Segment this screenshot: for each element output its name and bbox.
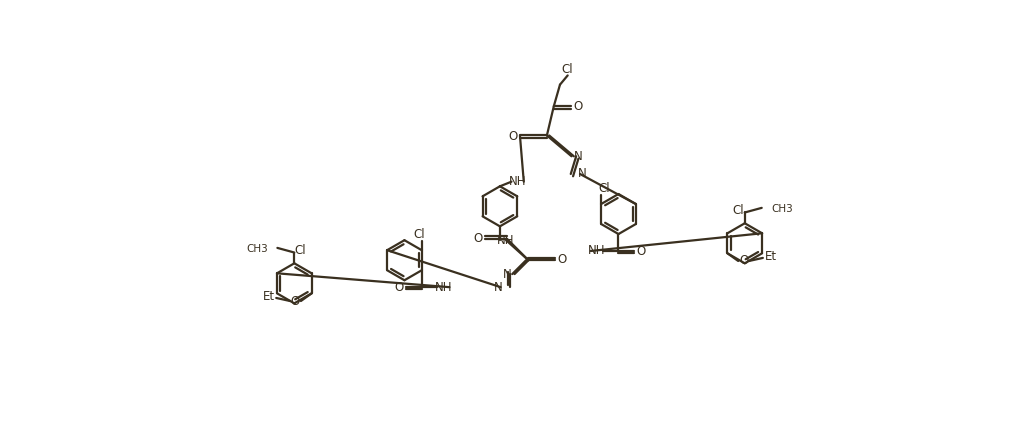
Text: NH: NH: [588, 245, 606, 258]
Text: CH3: CH3: [771, 204, 793, 215]
Text: N: N: [494, 281, 503, 294]
Text: O: O: [636, 245, 645, 258]
Text: O: O: [508, 130, 518, 143]
Text: NH: NH: [497, 234, 515, 247]
Text: Cl: Cl: [733, 204, 744, 218]
Text: O: O: [290, 295, 299, 307]
Text: NH: NH: [434, 281, 452, 294]
Text: N: N: [578, 167, 587, 181]
Text: Cl: Cl: [413, 228, 424, 241]
Text: O: O: [573, 100, 583, 113]
Text: NH: NH: [509, 175, 526, 188]
Text: O: O: [558, 253, 567, 266]
Text: Et: Et: [765, 250, 777, 263]
Text: Cl: Cl: [562, 63, 574, 76]
Text: Cl: Cl: [598, 182, 610, 195]
Text: Cl: Cl: [295, 245, 306, 258]
Text: N: N: [503, 268, 512, 281]
Text: CH3: CH3: [246, 245, 268, 255]
Text: N: N: [574, 150, 583, 163]
Text: Et: Et: [263, 290, 275, 303]
Text: O: O: [739, 255, 749, 268]
Text: O: O: [473, 232, 482, 245]
Text: O: O: [395, 282, 404, 294]
